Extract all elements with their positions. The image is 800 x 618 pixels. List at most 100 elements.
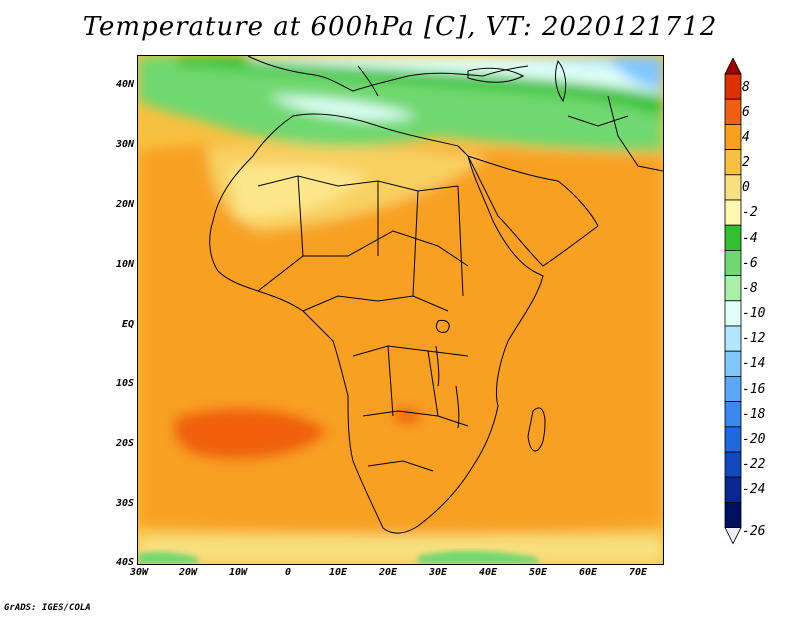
- colorbar-label: -22: [742, 457, 766, 472]
- europe-coastline: [247, 56, 529, 92]
- border-line: [297, 175, 304, 257]
- south-pale-region: [138, 536, 663, 564]
- lon-tick-label: 40E: [478, 567, 498, 578]
- border-line: [457, 185, 464, 297]
- lake-tanganyika: [435, 345, 440, 387]
- atlantic-warm-core: [173, 407, 328, 460]
- arabia-coastline: [467, 155, 599, 267]
- colorbar: [724, 58, 742, 545]
- colorbar-swatch: [724, 300, 742, 327]
- lake-malawi: [455, 385, 460, 429]
- lon-tick-label: 10W: [228, 567, 248, 578]
- colorbar-label: 4: [742, 130, 750, 145]
- warm-region: [138, 143, 663, 534]
- italy-coastline: [357, 65, 379, 97]
- border-line: [387, 345, 394, 417]
- border-line: [567, 115, 629, 127]
- colorbar-label: -12: [742, 331, 766, 346]
- colorbar-swatch: [724, 174, 742, 201]
- colorbar-top-arrow: [724, 58, 742, 75]
- lat-tick-label: 40S: [115, 557, 134, 568]
- africa-coastline: [209, 113, 544, 534]
- colorbar-label: -2: [742, 205, 758, 220]
- lat-tick-label: 30S: [115, 498, 134, 509]
- colorbar-swatch: [724, 501, 742, 528]
- colorbar-swatch: [724, 149, 742, 176]
- colorbar-label: -4: [742, 231, 758, 246]
- colorbar-label: -24: [742, 482, 766, 497]
- colorbar-swatch: [724, 375, 742, 402]
- lon-tick-label: 0: [284, 567, 292, 578]
- lon-tick-label: 20W: [178, 567, 198, 578]
- temperature-field-svg: [138, 56, 663, 564]
- temperature-map: [137, 55, 664, 565]
- border-line: [367, 460, 434, 472]
- pale-cyan-east: [268, 96, 418, 120]
- colorbar-label: -14: [742, 356, 766, 371]
- border-line: [362, 410, 469, 427]
- lon-tick-label: 30E: [428, 567, 448, 578]
- colorbar-swatch: [724, 73, 742, 100]
- zambia-warm-spot: [393, 408, 423, 424]
- colorbar-label: 8: [742, 80, 750, 95]
- lon-tick-label: 60E: [578, 567, 598, 578]
- colorbar-swatch: [724, 350, 742, 377]
- southern-edge: [138, 550, 538, 564]
- coastlines: [209, 56, 663, 534]
- green-south-central: [418, 550, 538, 564]
- temperature-bands: [138, 56, 663, 564]
- lat-tick-label: EQ: [121, 319, 134, 330]
- lat-tick-label: 10N: [115, 259, 134, 270]
- lon-tick-label: 50E: [528, 567, 548, 578]
- lon-tick-label: 10E: [328, 567, 348, 578]
- chart-title: Temperature at 600hPa [C], VT: 202012171…: [82, 12, 718, 42]
- border-line: [302, 295, 449, 312]
- colorbar-label: -18: [742, 407, 766, 422]
- blue-north-east: [608, 56, 663, 91]
- colorbar-swatch: [724, 224, 742, 251]
- colorbar-label: 0: [742, 180, 750, 195]
- colorbar-label: 6: [742, 105, 750, 120]
- lat-tick-label: 30N: [115, 139, 134, 150]
- colorbar-label: -8: [742, 281, 758, 296]
- border-line: [427, 350, 439, 417]
- colorbar-swatch: [724, 451, 742, 478]
- lon-tick-label: 20E: [378, 567, 398, 578]
- caspian-coastline: [555, 59, 567, 103]
- pale-cyan-region: [248, 56, 663, 96]
- border-line: [257, 175, 459, 192]
- colorbar-label: -16: [742, 382, 766, 397]
- colorbar-swatch: [724, 199, 742, 226]
- colorbar-swatch: [724, 401, 742, 428]
- lon-tick-label: 30W: [129, 567, 149, 578]
- colorbar-swatch: [724, 275, 742, 302]
- lon-tick-label: 70E: [628, 567, 648, 578]
- colorbar-label: -10: [742, 306, 766, 321]
- colorbar-swatches: [724, 58, 742, 545]
- black-sea-coastline: [467, 67, 525, 83]
- border-line: [412, 190, 419, 297]
- colorbar-swatch: [724, 426, 742, 453]
- colorbar-label: -26: [742, 524, 766, 539]
- green-south-west: [138, 551, 198, 564]
- border-line: [607, 95, 663, 172]
- colorbar-bottom-arrow: [724, 527, 742, 545]
- lat-tick-label: 10S: [115, 378, 134, 389]
- colorbar-swatch: [724, 249, 742, 276]
- colorbar-swatch: [724, 476, 742, 503]
- lake-victoria: [435, 319, 450, 333]
- colorbar-swatch: [724, 124, 742, 151]
- colorbar-label: 2: [742, 155, 750, 170]
- grads-credit: GrADS: IGES/COLA: [4, 603, 91, 613]
- lat-tick-label: 20N: [115, 199, 134, 210]
- lat-tick-label: 20S: [115, 438, 134, 449]
- colorbar-label: -20: [742, 432, 766, 447]
- colorbar-swatch: [724, 98, 742, 125]
- border-line: [257, 230, 469, 292]
- colorbar-swatch: [724, 325, 742, 352]
- border-line: [352, 345, 469, 357]
- lat-tick-label: 40N: [115, 79, 134, 90]
- colorbar-label: -6: [742, 256, 758, 271]
- madagascar-coastline: [527, 407, 546, 452]
